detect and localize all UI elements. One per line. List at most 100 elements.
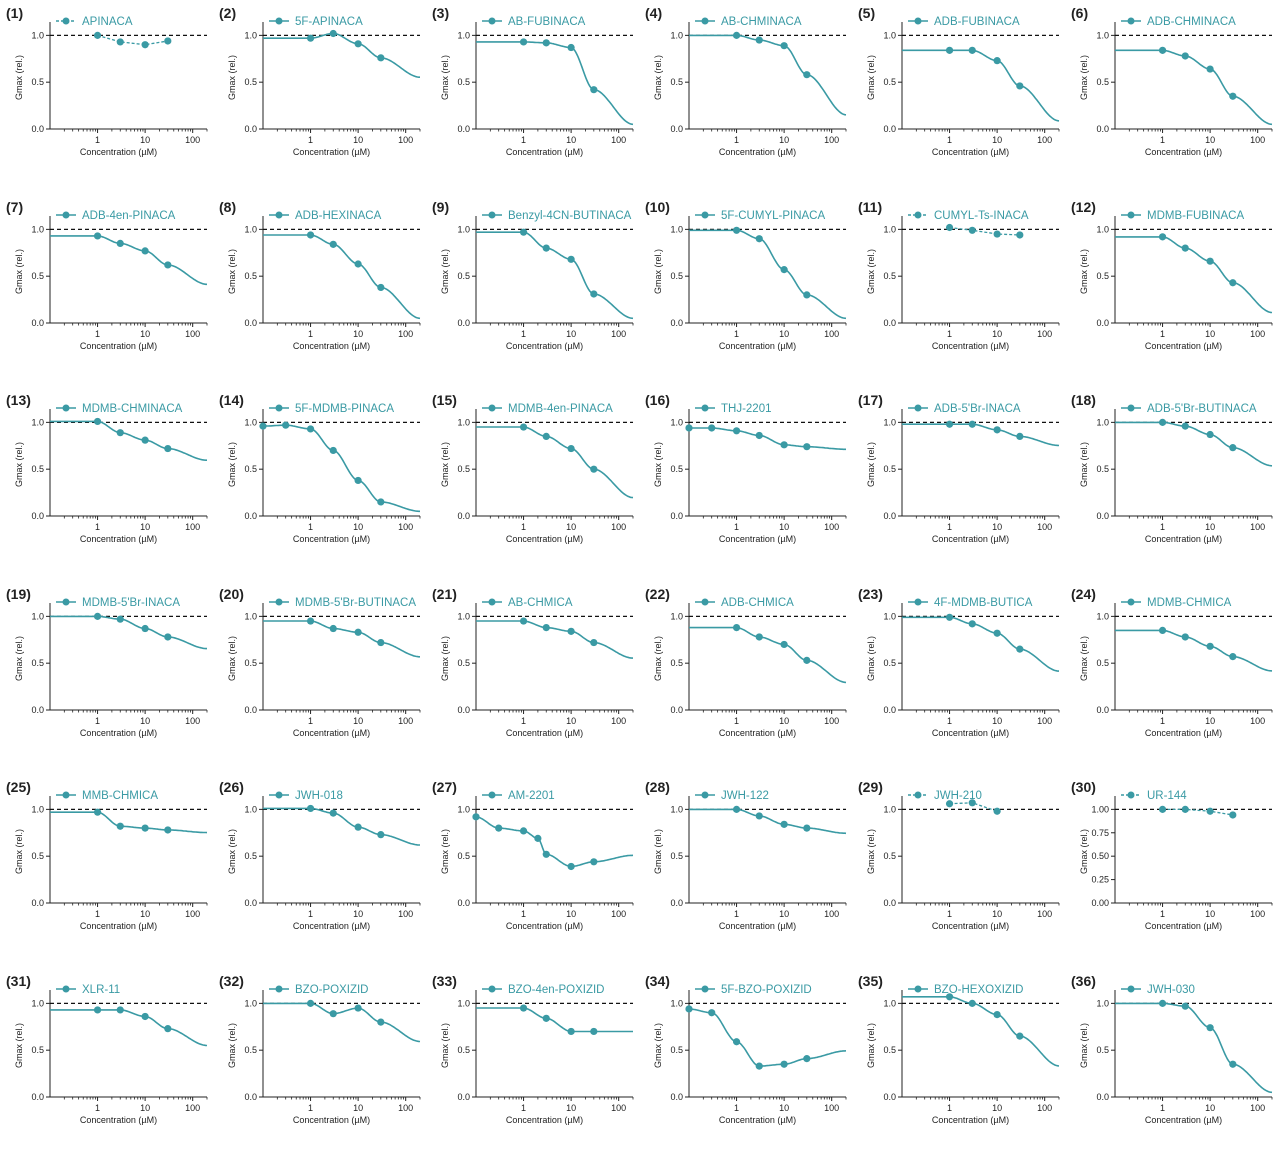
y-tick-label: 1.0 bbox=[31, 998, 44, 1008]
y-tick-label: 0.0 bbox=[31, 511, 44, 521]
chart-panel-24: (24) MDMB-CHMICA 0.0 0.5 1.0 1 10 100 Concentrat… bbox=[1065, 583, 1278, 771]
y-axis-label: Gmax (rel.) bbox=[14, 829, 24, 874]
data-point bbox=[93, 231, 102, 240]
data-point bbox=[93, 808, 102, 816]
chart-panel-18: (18) ADB-5'Br-BUTINACA 0.0 0.5 1.0 1 10 100 Conc… bbox=[1065, 389, 1278, 577]
panel-number: (1) bbox=[6, 5, 23, 21]
legend-marker bbox=[701, 985, 709, 992]
data-point bbox=[968, 799, 976, 807]
x-tick-label: 1 bbox=[734, 909, 739, 919]
x-tick-label: 100 bbox=[824, 522, 839, 532]
y-tick-label: 0.0 bbox=[244, 124, 257, 134]
data-point bbox=[803, 1054, 811, 1062]
series-line bbox=[1115, 1002, 1273, 1093]
x-tick-label: 10 bbox=[566, 909, 576, 919]
data-point bbox=[567, 627, 575, 635]
chart-svg: (2) 5F-APINACA 0.0 0.5 1.0 1 10 100 Concentratio… bbox=[219, 5, 421, 157]
series-line bbox=[263, 233, 421, 319]
chart-svg: (27) AM-2201 0.0 0.5 1.0 1 10 100 Concentration … bbox=[432, 779, 634, 931]
y-tick-label: 1.0 bbox=[457, 804, 470, 814]
chart-panel-17: (17) ADB-5'Br-INACA 0.0 0.5 1.0 1 10 100 Concent… bbox=[852, 389, 1065, 577]
x-axis-label: Concentration (µM) bbox=[80, 534, 157, 544]
y-tick-label: 1.0 bbox=[457, 417, 470, 427]
data-point bbox=[1016, 82, 1024, 90]
data-point bbox=[567, 1027, 575, 1035]
data-point bbox=[495, 824, 503, 832]
y-tick-label: 1.0 bbox=[883, 804, 896, 814]
x-tick-label: 100 bbox=[398, 329, 413, 339]
x-tick-label: 10 bbox=[992, 1103, 1002, 1113]
data-point bbox=[1016, 432, 1024, 441]
data-point bbox=[732, 1037, 741, 1045]
panel-number: (15) bbox=[432, 392, 457, 408]
legend-marker bbox=[914, 598, 922, 605]
x-tick-label: 100 bbox=[1250, 329, 1265, 339]
x-tick-label: 10 bbox=[140, 329, 150, 339]
data-point bbox=[141, 824, 149, 832]
series-line bbox=[1115, 49, 1273, 126]
x-tick-label: 10 bbox=[992, 716, 1002, 726]
legend-label: MDMB-5'Br-BUTINACA bbox=[295, 597, 416, 609]
data-point bbox=[542, 850, 550, 858]
data-point bbox=[993, 229, 1001, 238]
y-tick-label: 0.0 bbox=[883, 705, 896, 715]
y-axis-label: Gmax (rel.) bbox=[1079, 1022, 1089, 1067]
panel-number: (21) bbox=[432, 586, 457, 602]
x-axis-label: Concentration (µM) bbox=[506, 728, 583, 738]
data-point bbox=[377, 1017, 385, 1026]
x-tick-label: 1 bbox=[947, 135, 952, 145]
legend-label: THJ-2201 bbox=[721, 403, 772, 415]
chart-svg: (34) 5F-BZO-POXIZID 0.0 0.5 1.0 1 10 100 Concent… bbox=[645, 973, 847, 1125]
y-tick-label: 1.0 bbox=[883, 998, 896, 1008]
data-point bbox=[732, 623, 741, 631]
series-line bbox=[263, 32, 420, 78]
data-point bbox=[519, 827, 528, 835]
y-tick-label: 0.5 bbox=[1096, 271, 1109, 281]
x-axis-label: Concentration (µM) bbox=[932, 921, 1009, 931]
data-point bbox=[1158, 232, 1167, 240]
data-point bbox=[259, 422, 267, 430]
panel-number: (4) bbox=[645, 5, 662, 21]
x-tick-label: 100 bbox=[611, 135, 626, 145]
x-axis-label: Concentration (µM) bbox=[293, 728, 370, 738]
y-axis-label: Gmax (rel.) bbox=[866, 635, 876, 680]
x-axis-label: Concentration (µM) bbox=[932, 1115, 1009, 1125]
x-tick-label: 1 bbox=[308, 716, 313, 726]
series-line bbox=[1115, 421, 1273, 467]
x-tick-label: 1 bbox=[308, 909, 313, 919]
legend-marker bbox=[62, 17, 70, 25]
x-axis-label: Concentration (µM) bbox=[80, 341, 157, 351]
data-point bbox=[329, 1009, 337, 1017]
legend-label: MDMB-4en-PINACA bbox=[508, 403, 613, 415]
x-tick-label: 1 bbox=[1160, 1103, 1165, 1113]
x-axis-label: Concentration (µM) bbox=[1145, 921, 1222, 931]
legend-label: ADB-4en-PINACA bbox=[82, 210, 176, 222]
panel-number: (24) bbox=[1071, 586, 1096, 602]
x-tick-label: 100 bbox=[824, 135, 839, 145]
legend-label: JWH-018 bbox=[295, 790, 343, 802]
data-point bbox=[377, 283, 385, 291]
x-tick-label: 1 bbox=[947, 329, 952, 339]
y-axis-label: Gmax (rel.) bbox=[227, 442, 237, 487]
legend-label: ADB-FUBINACA bbox=[934, 16, 1020, 28]
y-tick-label: 1.0 bbox=[883, 611, 896, 621]
chart-panel-33: (33) BZO-4en-POXIZID 0.0 0.5 1.0 1 10 100 Concen… bbox=[426, 970, 639, 1158]
data-point bbox=[732, 226, 741, 234]
y-tick-label: 0.5 bbox=[244, 77, 257, 87]
data-point bbox=[306, 999, 315, 1007]
y-axis-label: Gmax (rel.) bbox=[227, 829, 237, 874]
panel-number: (9) bbox=[432, 199, 449, 215]
y-axis-label: Gmax (rel.) bbox=[14, 248, 24, 293]
chart-panel-27: (27) AM-2201 0.0 0.5 1.0 1 10 100 Concentration … bbox=[426, 776, 639, 964]
data-point bbox=[945, 613, 954, 621]
y-axis-label: Gmax (rel.) bbox=[227, 248, 237, 293]
x-tick-label: 100 bbox=[824, 329, 839, 339]
data-point bbox=[116, 38, 124, 46]
legend-marker bbox=[1127, 985, 1135, 992]
x-tick-label: 1 bbox=[1160, 716, 1165, 726]
legend-label: JWH-030 bbox=[1147, 984, 1195, 996]
panel-number: (18) bbox=[1071, 392, 1096, 408]
x-tick-label: 100 bbox=[1250, 1103, 1265, 1113]
x-tick-label: 100 bbox=[398, 909, 413, 919]
y-axis-label: Gmax (rel.) bbox=[1079, 829, 1089, 874]
